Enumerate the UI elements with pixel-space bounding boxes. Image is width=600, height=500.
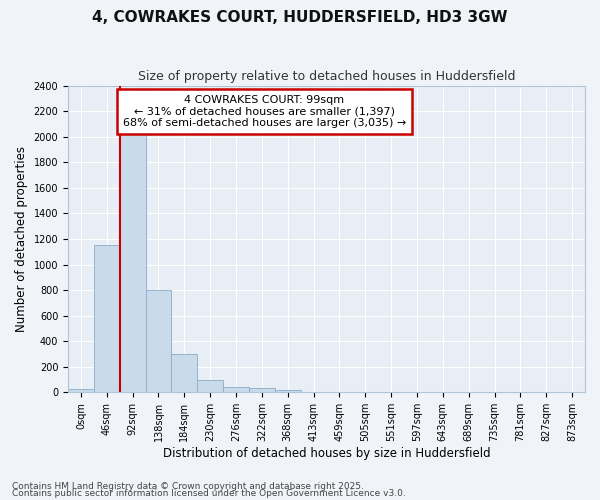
Bar — [197, 380, 223, 392]
Text: 4 COWRAKES COURT: 99sqm
← 31% of detached houses are smaller (1,397)
68% of semi: 4 COWRAKES COURT: 99sqm ← 31% of detache… — [123, 95, 406, 128]
Y-axis label: Number of detached properties: Number of detached properties — [15, 146, 28, 332]
X-axis label: Distribution of detached houses by size in Huddersfield: Distribution of detached houses by size … — [163, 447, 490, 460]
Bar — [68, 388, 94, 392]
Title: Size of property relative to detached houses in Huddersfield: Size of property relative to detached ho… — [138, 70, 515, 83]
Bar — [172, 354, 197, 393]
Bar — [275, 390, 301, 392]
Bar — [120, 134, 146, 392]
Text: 4, COWRAKES COURT, HUDDERSFIELD, HD3 3GW: 4, COWRAKES COURT, HUDDERSFIELD, HD3 3GW — [92, 10, 508, 25]
Text: Contains public sector information licensed under the Open Government Licence v3: Contains public sector information licen… — [12, 489, 406, 498]
Bar — [223, 386, 249, 392]
Bar — [94, 246, 120, 392]
Bar — [146, 290, 172, 392]
Bar — [249, 388, 275, 392]
Text: Contains HM Land Registry data © Crown copyright and database right 2025.: Contains HM Land Registry data © Crown c… — [12, 482, 364, 491]
